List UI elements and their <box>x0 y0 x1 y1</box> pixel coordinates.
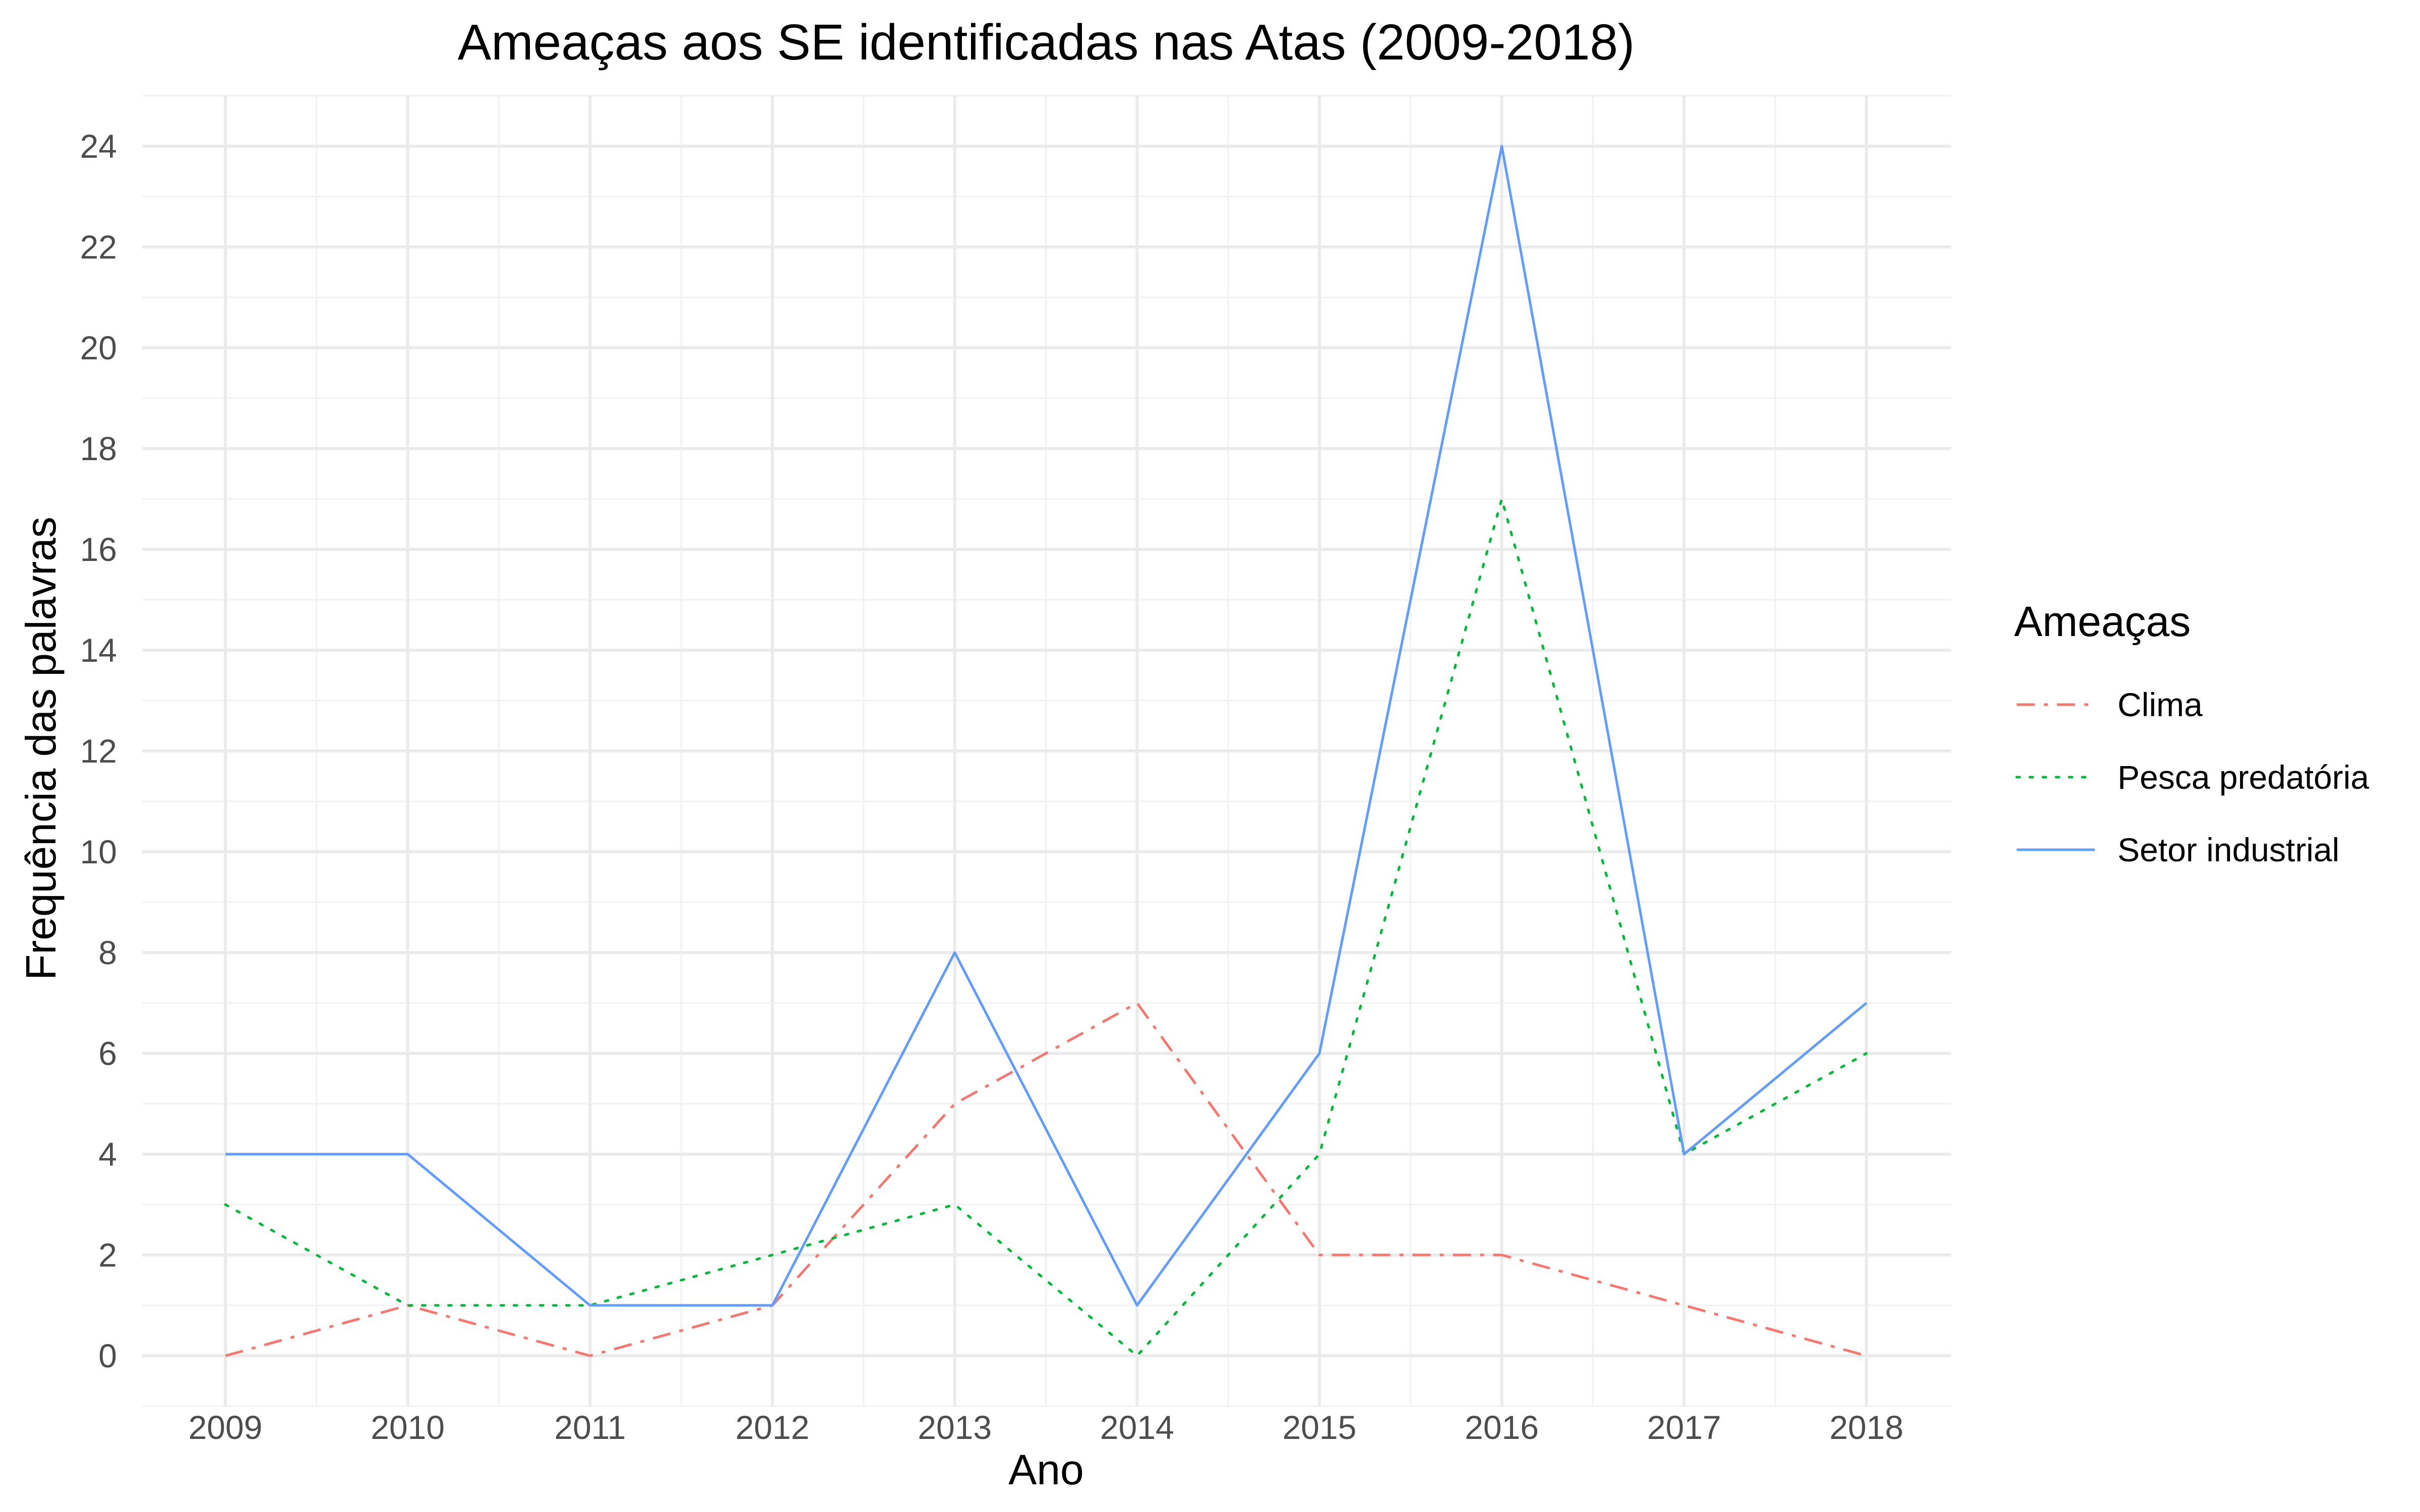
x-tick-label: 2009 <box>189 1409 263 1446</box>
y-tick-label: 18 <box>80 430 117 467</box>
y-tick-label: 8 <box>98 934 117 971</box>
x-axis-title: Ano <box>1008 1446 1083 1493</box>
y-tick-label: 22 <box>80 228 117 266</box>
y-tick-label: 14 <box>80 632 117 669</box>
x-tick-label: 2011 <box>554 1409 626 1446</box>
x-tick-label: 2015 <box>1283 1409 1357 1446</box>
x-tick-label: 2014 <box>1100 1409 1174 1446</box>
legend-title: Ameaças <box>2014 598 2191 645</box>
major-gridlines <box>142 96 1951 1406</box>
y-tick-label: 0 <box>98 1337 117 1374</box>
y-tick-label: 6 <box>98 1035 117 1072</box>
y-tick-label: 20 <box>80 329 117 366</box>
y-tick-label: 12 <box>80 732 117 770</box>
x-tick-label: 2010 <box>371 1409 445 1446</box>
legend: Ameaças Clima Pesca predatória Setor indus… <box>2014 598 2369 868</box>
x-tick-label: 2016 <box>1465 1409 1539 1446</box>
series-lines <box>224 145 1868 1357</box>
y-tick-label: 2 <box>98 1236 117 1274</box>
legend-label: Clima <box>2118 686 2203 723</box>
chart-title: Ameaças aos SE identificadas nas Atas (2… <box>458 14 1635 71</box>
legend-label: Pesca predatória <box>2118 759 2369 796</box>
x-tick-label: 2018 <box>1830 1409 1904 1446</box>
x-tick-label: 2013 <box>918 1409 992 1446</box>
x-tick-label: 2012 <box>736 1409 810 1446</box>
x-tick-label: 2017 <box>1647 1409 1721 1446</box>
legend-label: Setor industrial <box>2118 831 2339 868</box>
series-line-clima <box>225 1001 1867 1357</box>
y-tick-label: 24 <box>80 128 117 165</box>
x-axis-tick-labels: 2009 2010 2011 2012 2013 2014 2015 2016 2017 2018 <box>189 1409 1904 1446</box>
y-tick-label: 10 <box>80 833 117 870</box>
y-tick-label: 4 <box>98 1136 117 1173</box>
y-axis-title: Frequência das palavras <box>17 517 65 980</box>
legend-items: Clima Pesca predatória Setor industrial <box>2015 686 2369 868</box>
series-line-setor-industrial <box>225 145 1867 1307</box>
y-tick-label: 16 <box>80 531 117 568</box>
